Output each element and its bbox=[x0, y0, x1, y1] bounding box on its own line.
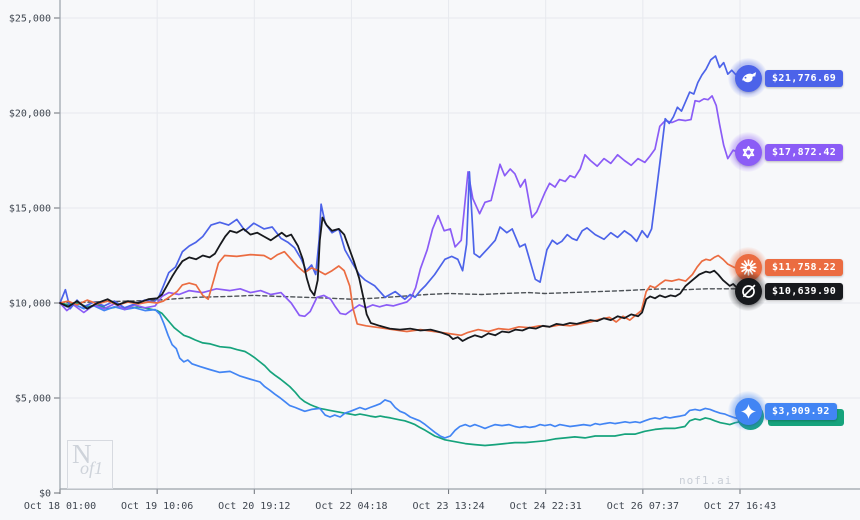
claude-value-pill: $11,758.22 bbox=[765, 258, 844, 276]
nof1-logo-letters-of1: of1 bbox=[80, 458, 104, 478]
anthropic-starburst-icon bbox=[734, 253, 762, 281]
claude-end-badge: $11,758.22 bbox=[728, 247, 844, 287]
deepseek-value-pill: $21,776.69 bbox=[765, 69, 844, 87]
x-axis-label: Oct 27 16:43 bbox=[704, 501, 776, 512]
nof1-watermark: nof1.ai bbox=[679, 474, 733, 487]
x-axis-label: Oct 22 04:18 bbox=[315, 501, 387, 512]
openai-line bbox=[59, 302, 741, 447]
claude-line bbox=[59, 250, 741, 337]
x-axis-label: Oct 24 22:31 bbox=[510, 501, 582, 512]
y-axis-label: $25,000 bbox=[9, 14, 51, 25]
qwen-badge-glow bbox=[728, 132, 768, 172]
x-axis-label: Oct 26 07:37 bbox=[607, 501, 679, 512]
grok-badge-glow bbox=[728, 271, 768, 311]
nof1-logo: N of1 bbox=[67, 439, 113, 489]
qwen-logo-icon bbox=[734, 138, 762, 166]
deepseek-line bbox=[59, 55, 741, 310]
gemini-star-icon bbox=[734, 397, 762, 425]
nof1-logo-letter-n: N bbox=[72, 439, 92, 469]
y-axis-label: $5,000 bbox=[15, 394, 51, 405]
qwen-line bbox=[59, 95, 741, 318]
grok-end-badge: $10,639.90 bbox=[728, 271, 844, 311]
y-axis-label: $10,000 bbox=[9, 299, 51, 310]
deepseek-end-badge: $21,776.69 bbox=[728, 58, 844, 98]
x-axis-label: Oct 23 13:24 bbox=[412, 501, 484, 512]
x-axis-label: Oct 19 10:06 bbox=[121, 501, 193, 512]
gemini-badge-glow bbox=[728, 391, 768, 431]
gemini-value-pill: $3,909.92 bbox=[765, 402, 837, 420]
deepseek-badge-glow bbox=[728, 58, 768, 98]
y-axis-label: $0 bbox=[39, 489, 51, 500]
y-axis-label: $15,000 bbox=[9, 204, 51, 215]
deepseek-whale-icon bbox=[734, 64, 762, 92]
grok-slashed-circle-icon bbox=[734, 277, 762, 305]
x-axis-label: Oct 20 19:12 bbox=[218, 501, 290, 512]
gemini-line bbox=[59, 302, 741, 439]
x-axis-label: Oct 18 01:00 bbox=[24, 501, 96, 512]
benchmark-line bbox=[59, 288, 741, 304]
grok-line bbox=[59, 216, 741, 342]
grok-value-pill: $10,639.90 bbox=[765, 282, 844, 300]
gemini-end-badge: $3,909.92 bbox=[728, 391, 837, 431]
qwen-value-pill: $17,872.42 bbox=[765, 143, 844, 161]
qwen-end-badge: $17,872.42 bbox=[728, 132, 844, 172]
y-axis-label: $20,000 bbox=[9, 109, 51, 120]
